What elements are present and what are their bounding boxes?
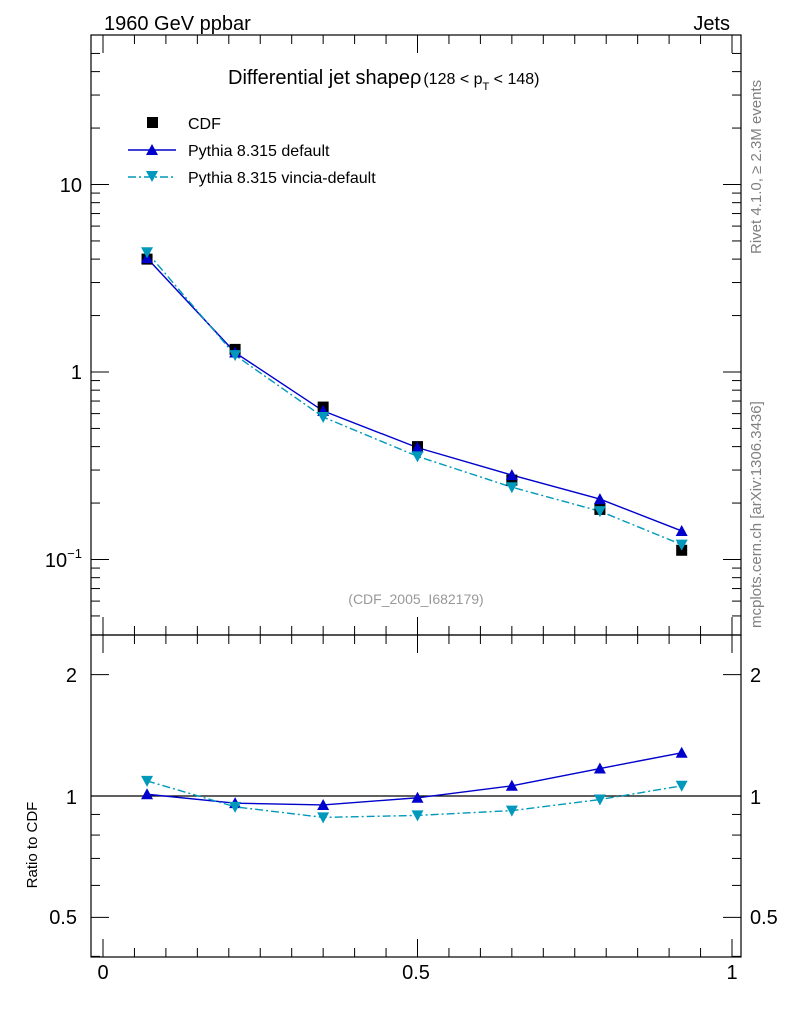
legend-default-marker [146, 144, 158, 155]
ratio-ytick-label-1-right: 1 [750, 787, 761, 809]
ratio-pythia-vincia-point [675, 780, 688, 792]
pythia-vincia-point [593, 506, 606, 518]
main-line-pythia-default [146, 257, 682, 532]
legend-vincia-marker [146, 171, 158, 182]
pythia-vincia-point [141, 247, 154, 259]
pythia-default-point [675, 524, 688, 536]
ratio-pythia-default-point [141, 788, 154, 800]
pythia-default-point [505, 469, 518, 481]
xtick-label-0.5: 0.5 [402, 962, 430, 984]
pythia-vincia-point [505, 482, 518, 494]
ratio-ytick-label-1: 1 [66, 787, 77, 809]
legend-cdf-label: CDF [188, 116, 221, 133]
main-ytick-label-0.1: 10−1 [45, 546, 82, 572]
pythia-default-point [593, 493, 606, 505]
main-ytick-label-10: 10 [60, 175, 82, 197]
legend-cdf-marker [147, 117, 158, 128]
legend-vincia-label: Pythia 8.315 vincia-default [188, 170, 376, 187]
main-series-layer [141, 247, 688, 556]
pythia-vincia-point [675, 539, 688, 551]
ratio-pythia-vincia-point [229, 801, 242, 813]
legend-default-label: Pythia 8.315 default [188, 143, 330, 160]
ratio-ytick-label-0.5: 0.5 [49, 907, 77, 929]
ratio-pythia-vincia-point [593, 794, 606, 806]
ratio-pythia-default-point [675, 746, 688, 758]
ratio-pythia-vincia-point [317, 812, 330, 824]
legend: CDF Pythia 8.315 default Pythia 8.315 vi… [128, 116, 376, 187]
ratio-pythia-default-point [411, 791, 424, 803]
ratio-pythia-vincia-point [411, 810, 424, 822]
ratio-ytick-label-0.5-right: 0.5 [750, 907, 778, 929]
main-axis-ticks [91, 35, 741, 635]
ratio-ytick-label-2-right: 2 [750, 665, 761, 687]
ratio-pythia-default-point [505, 779, 518, 791]
ratio-pythia-vincia-point [505, 805, 518, 817]
ratio-pythia-default-point [317, 798, 330, 810]
pythia-vincia-point [229, 350, 242, 362]
mcplots-reference-label: mcplots.cern.ch [arXiv:1306.3436] [748, 401, 765, 628]
cdf-data-point [506, 474, 518, 486]
ratio-pythia-vincia-point [141, 775, 154, 787]
main-ytick-label-1: 1 [71, 362, 82, 384]
ratio-series-layer [91, 746, 741, 824]
xtick-label-1: 1 [726, 962, 737, 984]
pythia-default-point [411, 441, 424, 453]
pythia-vincia-point [317, 412, 330, 424]
ratio-pythia-default-point [593, 762, 606, 774]
ratio-y-axis-title: Ratio to CDF [24, 802, 41, 889]
category-label: Jets [693, 13, 730, 35]
pythia-vincia-point [411, 451, 424, 463]
rivet-version-label: Rivet 4.1.0, ≥ 2.3M events [748, 80, 765, 254]
energy-label: 1960 GeV ppbar [104, 13, 251, 35]
ratio-ytick-label-2: 2 [66, 665, 77, 687]
analysis-watermark: (CDF_2005_I682179) [348, 591, 483, 607]
xtick-label-0: 0 [97, 962, 108, 984]
plot-title: Differential jet shapeρ (128 < pT < 148) [228, 67, 540, 93]
